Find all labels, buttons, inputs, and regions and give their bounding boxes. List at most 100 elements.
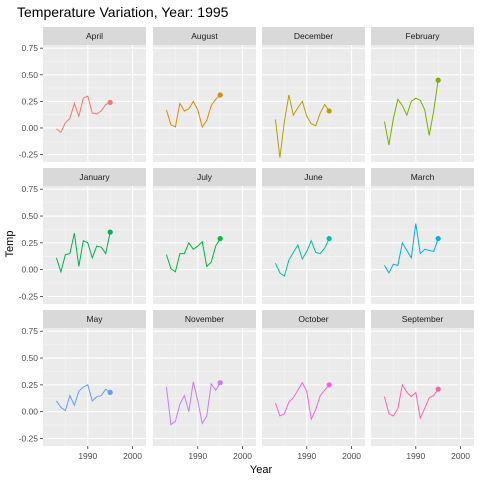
series-line-may [56,384,111,412]
chart-title: Temperature Variation, Year: 1995 [17,4,229,20]
point-august-1995 [217,92,223,98]
y-tick-label: 0.75 [21,43,38,53]
y-tick-label: 0.50 [21,70,38,80]
y-tick-label: -0.25 [19,433,39,443]
strip-december [262,27,365,45]
x-tick-label: 2000 [342,451,361,461]
point-december-1995 [326,108,332,114]
point-april-1995 [107,99,113,106]
facet-january: January [43,168,146,304]
strip-label-may: May [86,314,103,324]
facet-august: August [153,27,256,162]
point-september-1995 [435,386,441,392]
point-july-1995 [217,235,223,242]
facet-february: February [371,27,474,162]
panel-bg-january [43,186,146,304]
strip-august [153,27,256,45]
strip-april [43,27,146,45]
series-line-july [165,238,221,273]
point-may-1995 [107,389,113,395]
facet-november: November [153,310,256,446]
facet-june: June [262,168,365,304]
series-line-december [274,94,330,158]
facet-september: September [371,310,474,446]
x-tick-label: 2000 [233,451,252,461]
strip-november [153,310,256,328]
point-january-1995 [107,229,113,235]
y-tick-label: 0.75 [21,184,38,194]
strip-label-november: November [185,314,224,324]
x-tick-label: 1990 [406,451,425,461]
series-line-april [56,95,111,133]
strip-january [43,168,146,186]
point-february-1995 [435,77,441,83]
facet-march: March [371,168,474,304]
series-line-february [383,80,439,146]
strip-may [43,310,146,328]
series-line-march [384,223,439,274]
y-tick-label: -0.25 [19,150,39,160]
x-axis-title: Year [250,464,273,476]
y-axis-title: Temp [4,231,16,258]
series-line-october [274,381,330,421]
y-tick-label: 0.25 [21,96,38,106]
strip-label-february: February [405,31,440,41]
y-tick-label: 0.50 [21,353,38,363]
point-june-1995 [326,235,332,242]
y-tick-label: 0.25 [21,380,38,390]
panel-bg-november [153,328,256,446]
strip-label-april: April [86,31,103,41]
facet-april: April [43,27,146,162]
strip-february [371,27,474,45]
y-tick-label: 0.00 [21,265,38,275]
x-tick-label: 1990 [188,451,207,461]
series-line-september [383,383,439,420]
facet-december: December [262,27,365,162]
strip-label-march: March [411,172,435,182]
panel-bg-march [371,186,474,304]
strip-october [262,310,365,328]
panel-bg-june [262,186,365,304]
y-axes: -0.25 0.00 0.25 0.50 0.75 -0.25 0.00 0.25 0.50 0.… [19,43,43,443]
strip-label-august: August [191,31,218,41]
strip-september [371,310,474,328]
strip-label-october: October [298,314,328,324]
x-tick-label: 2000 [123,451,142,461]
series-line-january [55,232,111,274]
strip-june [262,168,365,186]
x-tick-label: 1990 [297,451,316,461]
y-tick-label: -0.25 [19,291,39,301]
facet-may: May [43,310,146,446]
y-tick-label: 0.75 [21,326,38,336]
series-line-august [165,94,221,129]
point-march-1995 [435,235,441,242]
panel-bg-december [262,45,365,162]
strip-label-january: January [79,172,110,182]
panel-bg-february [371,45,474,162]
series-line-june [274,238,330,277]
panel-bg-august [153,45,256,162]
facet-july: July [153,168,256,304]
strip-label-june: June [304,172,323,182]
strip-label-december: December [294,31,333,41]
point-october-1995 [326,382,332,388]
y-tick-label: 0.00 [21,123,38,133]
facet-october: October [262,310,365,446]
strip-label-september: September [402,314,444,324]
panel-bg-july [153,186,256,304]
panel-bg-september [371,328,474,446]
x-tick-label: 2000 [451,451,470,461]
panel-bg-october [262,328,365,446]
strip-label-july: July [197,172,213,182]
x-axes: 1990 2000 1990 2000 1990 2000 1990 2000 [78,446,470,461]
series-line-november [165,381,221,426]
panel-bg-april [43,45,146,162]
y-tick-label: 0.25 [21,238,38,248]
strip-march [371,168,474,186]
facet-panels: April August December February January July Ju… [43,27,474,446]
y-tick-label: 0.50 [21,211,38,221]
y-tick-label: 0.00 [21,407,38,417]
strip-july [153,168,256,186]
point-november-1995 [217,380,223,386]
